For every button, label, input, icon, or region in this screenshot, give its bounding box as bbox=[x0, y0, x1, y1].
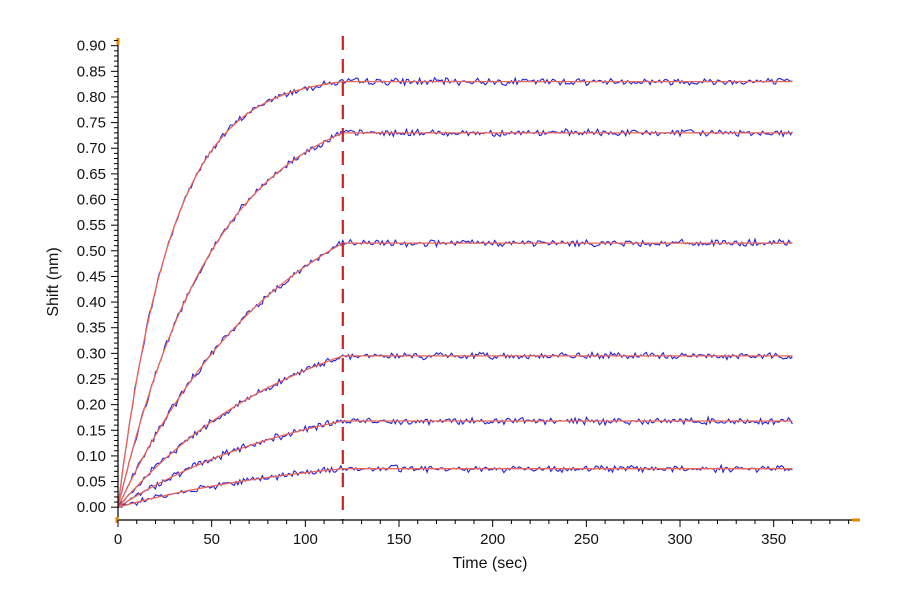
y-tick-label: 0.45 bbox=[77, 268, 106, 285]
y-tick-label: 0.40 bbox=[77, 294, 106, 311]
fit-curve-3 bbox=[117, 242, 793, 508]
y-axis-title: Shift (nm) bbox=[45, 247, 62, 316]
measured-trace-6 bbox=[117, 463, 793, 509]
y-tick-label: 0.00 bbox=[77, 499, 106, 516]
plot-area bbox=[117, 36, 793, 520]
x-tick-label: 150 bbox=[386, 531, 411, 548]
measured-trace-5 bbox=[117, 415, 793, 509]
y-tick-label: 0.35 bbox=[77, 320, 106, 337]
x-tick-label: 0 bbox=[114, 531, 122, 548]
fit-curve-6 bbox=[117, 468, 793, 508]
x-tick-label: 100 bbox=[293, 531, 318, 548]
x-tick-label: 300 bbox=[668, 531, 693, 548]
y-tick-label: 0.30 bbox=[77, 345, 106, 362]
y-tick-label: 0.60 bbox=[77, 192, 106, 209]
y-tick-label: 0.10 bbox=[77, 448, 106, 465]
measured-trace-3 bbox=[117, 237, 793, 508]
x-tick-label: 200 bbox=[480, 531, 505, 548]
fit-curve-4 bbox=[117, 355, 793, 508]
axes: 0 50 100 150 200 250 300 350 0.00 0.05 0.10 0.15 0.2… bbox=[77, 38, 860, 548]
fit-curve-2 bbox=[117, 132, 793, 508]
measured-trace-2 bbox=[117, 127, 793, 508]
y-tick-label: 0.55 bbox=[77, 217, 106, 234]
y-tick-label: 0.20 bbox=[77, 397, 106, 414]
fit-curve-1 bbox=[117, 80, 793, 508]
y-tick-label: 0.70 bbox=[77, 140, 106, 157]
measured-trace-1 bbox=[117, 76, 793, 508]
x-tick-label: 50 bbox=[203, 531, 220, 548]
y-tick-label: 0.85 bbox=[77, 63, 106, 80]
y-tick-label: 0.75 bbox=[77, 115, 106, 132]
x-axis-title: Time (sec) bbox=[453, 555, 528, 572]
x-tick-label: 350 bbox=[761, 531, 786, 548]
fit-curve-5 bbox=[117, 420, 793, 508]
y-tick-label: 0.05 bbox=[77, 474, 106, 491]
y-tick-label: 0.50 bbox=[77, 243, 106, 260]
y-tick-label: 0.25 bbox=[77, 371, 106, 388]
x-tick-label: 250 bbox=[574, 531, 599, 548]
y-tick-label: 0.80 bbox=[77, 89, 106, 106]
y-tick-label: 0.65 bbox=[77, 166, 106, 183]
y-tick-label: 0.15 bbox=[77, 422, 106, 439]
y-tick-label: 0.90 bbox=[77, 38, 106, 55]
